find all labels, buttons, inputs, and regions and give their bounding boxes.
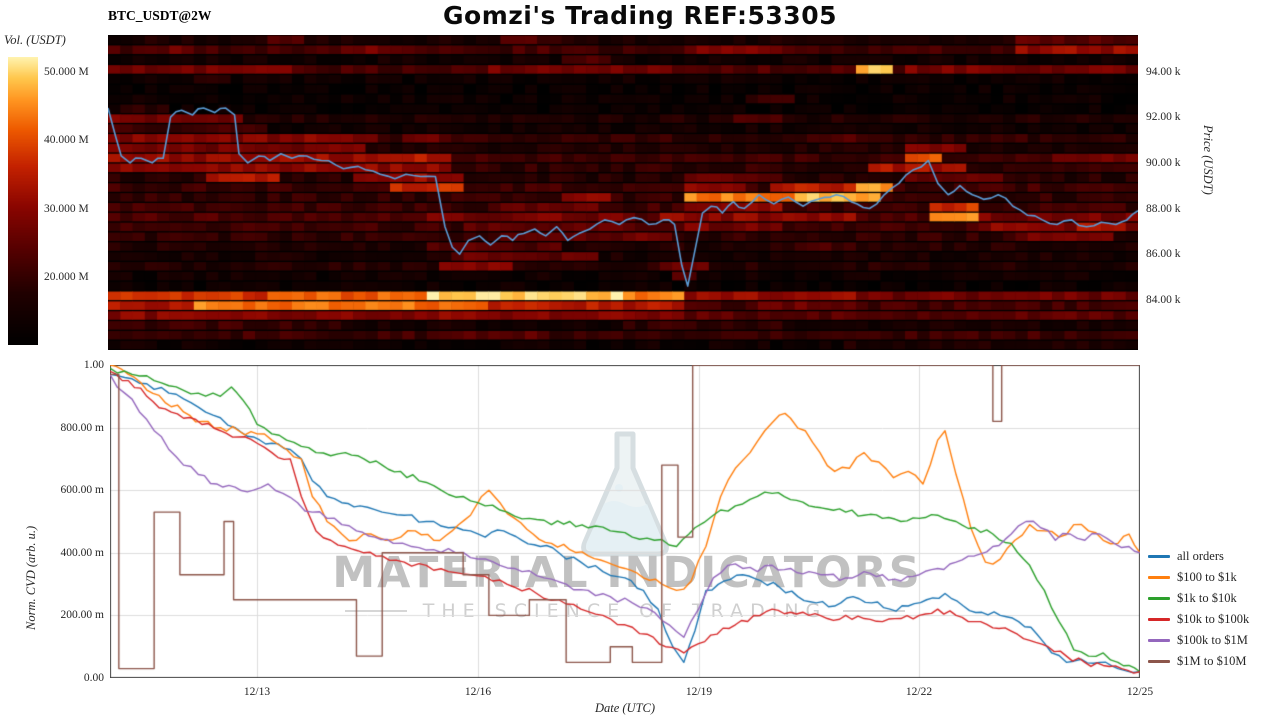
cvd-y-tick: 400.00 m xyxy=(60,547,104,559)
cvd-x-tick: 12/19 xyxy=(685,686,713,698)
volume-colorbar xyxy=(8,57,38,345)
legend-label: $1M to $10M xyxy=(1177,654,1247,668)
legend-label: all orders xyxy=(1177,549,1224,563)
legend-item: $100k to $1M xyxy=(1148,630,1249,651)
cvd-y-axis-label: Norm. CVD (arb. u.) xyxy=(24,525,38,630)
legend-swatch xyxy=(1148,639,1170,642)
legend-swatch xyxy=(1148,555,1170,558)
cvd-x-tick: 12/22 xyxy=(905,686,933,698)
page-title: Gomzi's Trading REF:53305 xyxy=(443,1,837,30)
price-tick: 94.00 k xyxy=(1146,66,1181,78)
colorbar-label: Vol. (USDT) xyxy=(4,33,66,47)
legend-swatch xyxy=(1148,576,1170,579)
legend-item: $10k to $100k xyxy=(1148,609,1249,630)
volume-heatmap xyxy=(108,35,1138,350)
legend-label: $100 to $1k xyxy=(1177,570,1237,584)
cvd-legend: all orders $100 to $1k $1k to $10k $10k … xyxy=(1148,546,1249,672)
colorbar-tick: 20.000 M xyxy=(44,271,89,283)
cvd-x-tick: 12/16 xyxy=(464,686,492,698)
price-tick: 86.00 k xyxy=(1146,248,1181,260)
legend-label: $10k to $100k xyxy=(1177,612,1250,626)
legend-item: $1k to $10k xyxy=(1148,588,1249,609)
legend-swatch xyxy=(1148,618,1170,621)
colorbar-tick: 50.000 M xyxy=(44,66,89,78)
legend-swatch xyxy=(1148,597,1170,600)
price-tick: 92.00 k xyxy=(1146,111,1181,123)
colorbar-tick: 30.000 M xyxy=(44,203,89,215)
legend-label: $100k to $1M xyxy=(1177,633,1248,647)
price-tick: 90.00 k xyxy=(1146,157,1181,169)
colorbar-tick: 40.000 M xyxy=(44,134,89,146)
legend-item: $100 to $1k xyxy=(1148,567,1249,588)
price-tick: 88.00 k xyxy=(1146,203,1181,215)
legend-item: $1M to $10M xyxy=(1148,651,1249,672)
price-tick: 84.00 k xyxy=(1146,294,1181,306)
cvd-y-tick: 600.00 m xyxy=(60,484,104,496)
cvd-y-tick: 200.00 m xyxy=(60,609,104,621)
cvd-y-tick: 800.00 m xyxy=(60,422,104,434)
legend-label: $1k to $10k xyxy=(1177,591,1237,605)
legend-swatch xyxy=(1148,660,1170,663)
cvd-y-tick: 0.00 xyxy=(83,672,104,684)
cvd-y-tick: 1.00 xyxy=(83,359,104,371)
cvd-x-tick: 12/13 xyxy=(243,686,271,698)
cvd-x-axis-label: Date (UTC) xyxy=(594,701,656,715)
legend-item: all orders xyxy=(1148,546,1249,567)
cvd-x-tick: 12/25 xyxy=(1126,686,1154,698)
cvd-chart xyxy=(110,365,1140,678)
symbol-label: BTC_USDT@2W xyxy=(108,8,212,23)
price-axis-label: Price (USDT) xyxy=(1201,125,1215,195)
